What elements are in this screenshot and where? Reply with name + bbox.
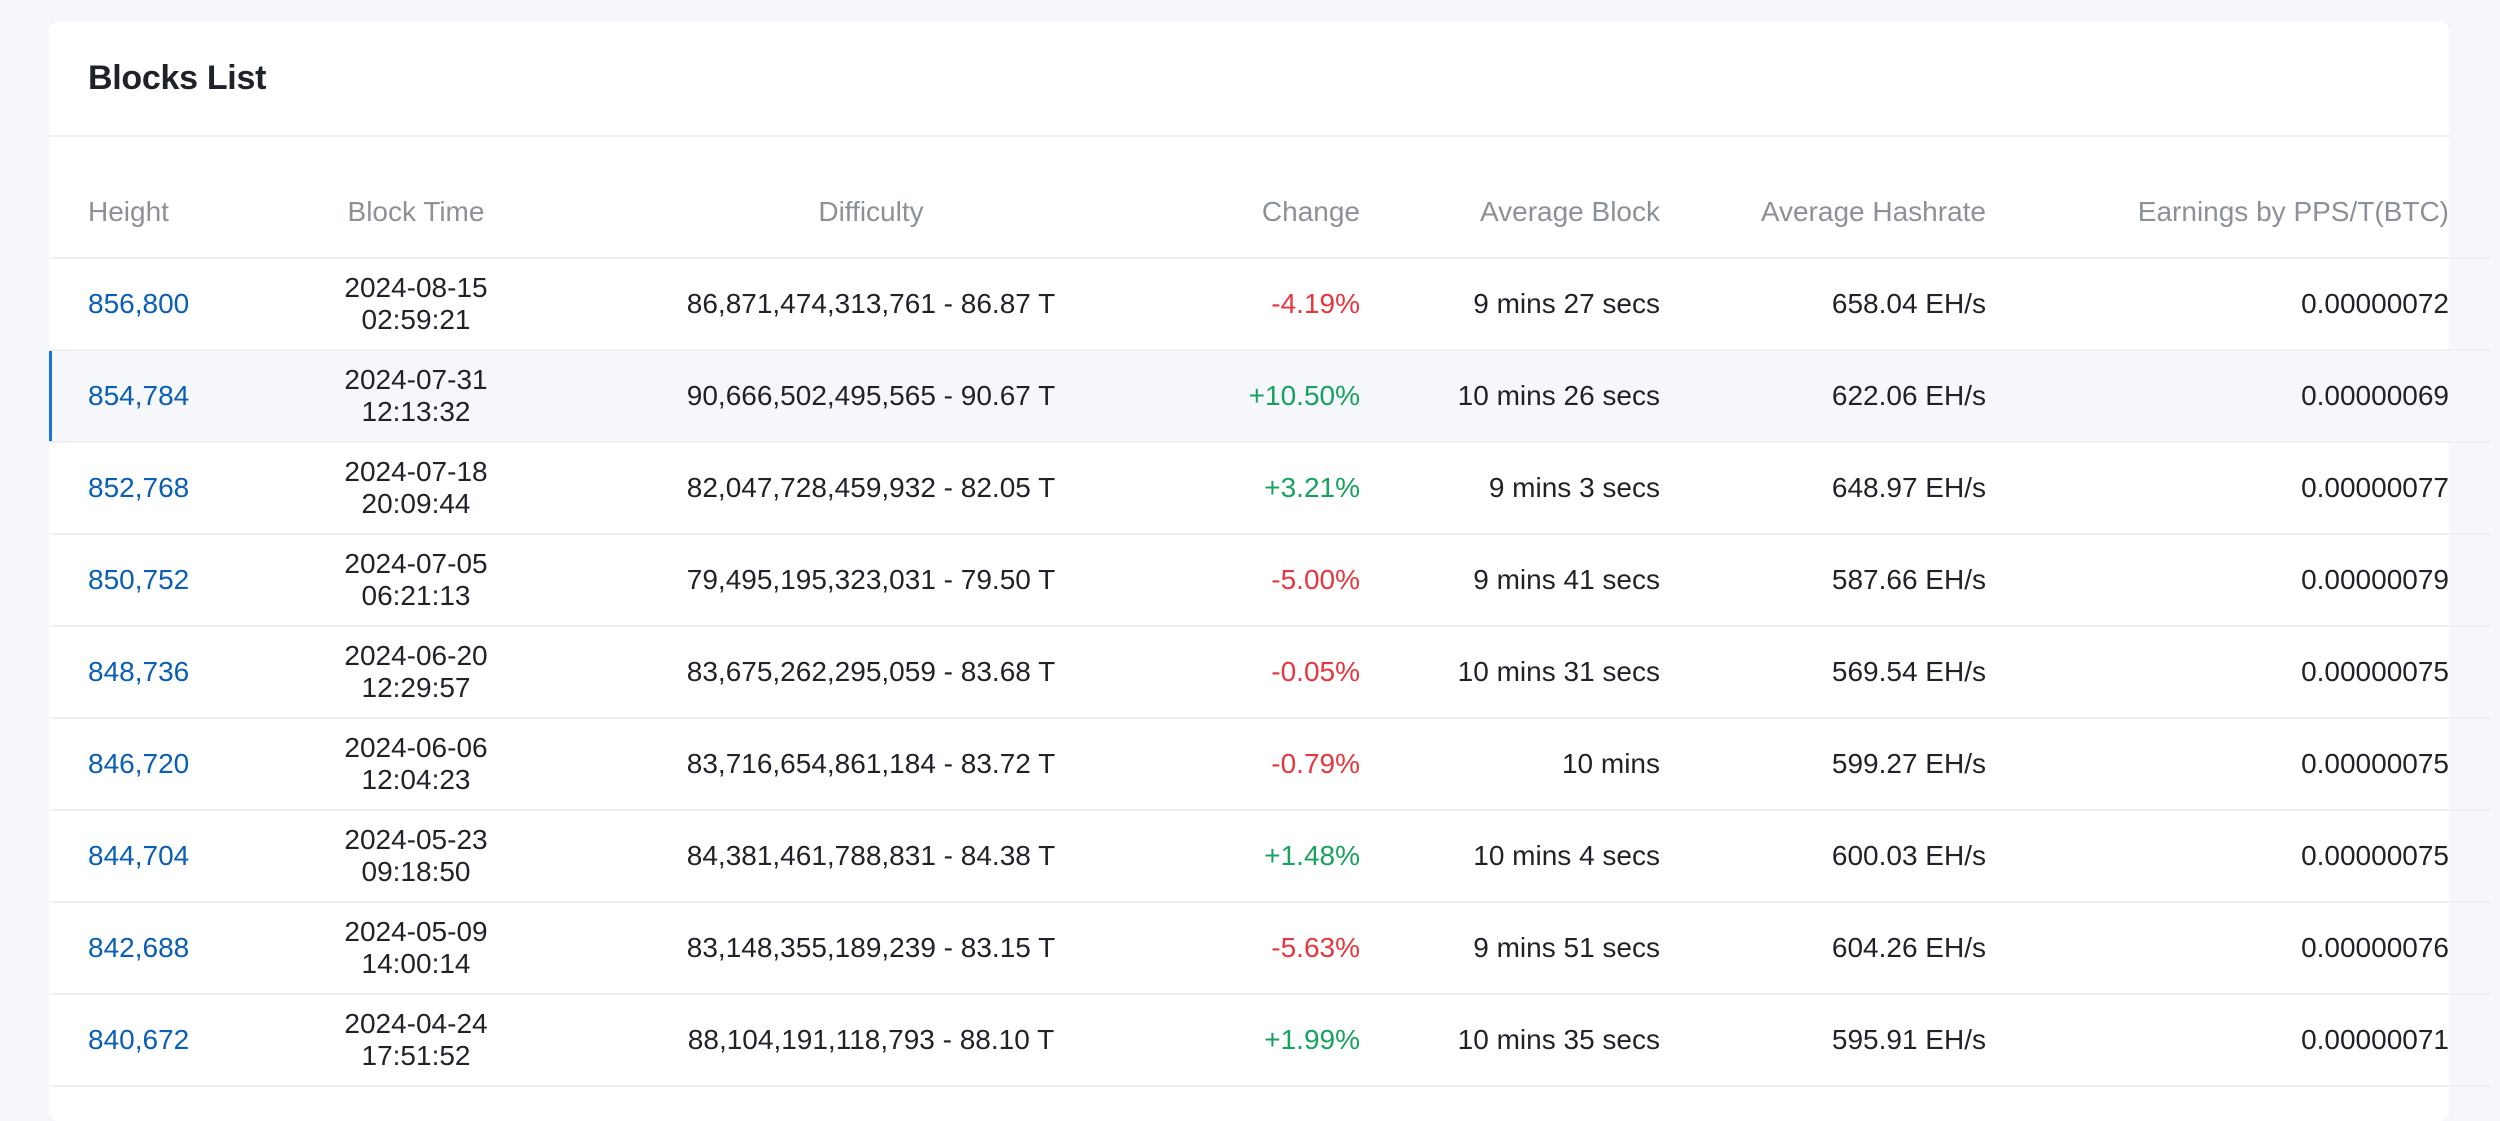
column-header-block-time: Block Time — [288, 167, 544, 259]
column-header-earnings: Earnings by PPS/T(BTC) — [1986, 167, 2490, 259]
change-cell: +3.21% — [1198, 442, 1360, 535]
average-hashrate-cell: 658.04 EH/s — [1660, 258, 1986, 351]
earnings-cell: 0.00000079 — [1986, 534, 2490, 627]
average-block-cell: 10 mins 26 secs — [1360, 350, 1660, 443]
card-header: Blocks List — [49, 21, 2449, 137]
difficulty-cell: 79,495,195,323,031 - 79.50 T — [544, 534, 1198, 627]
difficulty-cell: 83,148,355,189,239 - 83.15 T — [544, 902, 1198, 995]
average-hashrate-cell: 595.91 EH/s — [1660, 994, 1986, 1087]
change-cell: -5.00% — [1198, 534, 1360, 627]
block-height-link[interactable]: 854,784 — [88, 380, 190, 411]
average-block-cell: 10 mins — [1360, 718, 1660, 811]
height-cell: 854,784 — [49, 350, 288, 443]
table-row[interactable]: 848,736 2024-06-20 12:29:57 83,675,262,295… — [49, 626, 2490, 719]
column-header-difficulty: Difficulty — [544, 167, 1198, 259]
average-block-cell: 9 mins 3 secs — [1360, 442, 1660, 535]
difficulty-cell: 84,381,461,788,831 - 84.38 T — [544, 810, 1198, 903]
change-cell: +10.50% — [1198, 350, 1360, 443]
difficulty-cell: 88,104,191,118,793 - 88.10 T — [544, 994, 1198, 1087]
block-height-link[interactable]: 848,736 — [88, 656, 190, 687]
change-cell: -5.63% — [1198, 902, 1360, 995]
block-height-link[interactable]: 842,688 — [88, 932, 190, 963]
table-row[interactable]: 850,752 2024-07-05 06:21:13 79,495,195,323… — [49, 534, 2490, 627]
column-header-change: Change — [1198, 167, 1360, 259]
earnings-cell: 0.00000072 — [1986, 258, 2490, 351]
height-cell: 840,672 — [49, 994, 288, 1087]
table-row[interactable]: 840,672 2024-04-24 17:51:52 88,104,191,118… — [49, 994, 2490, 1087]
table-header-row: Height Block Time Difficulty Change Aver… — [49, 167, 2490, 259]
blocks-table: Height Block Time Difficulty Change Aver… — [49, 167, 2490, 1087]
difficulty-cell: 86,871,474,313,761 - 86.87 T — [544, 258, 1198, 351]
average-block-cell: 9 mins 41 secs — [1360, 534, 1660, 627]
average-block-cell: 9 mins 27 secs — [1360, 258, 1660, 351]
height-cell: 856,800 — [49, 258, 288, 351]
column-header-average-hashrate: Average Hashrate — [1660, 167, 1986, 259]
change-cell: -0.05% — [1198, 626, 1360, 719]
height-cell: 842,688 — [49, 902, 288, 995]
table-row[interactable]: 842,688 2024-05-09 14:00:14 83,148,355,189… — [49, 902, 2490, 995]
earnings-cell: 0.00000071 — [1986, 994, 2490, 1087]
earnings-cell: 0.00000075 — [1986, 626, 2490, 719]
difficulty-cell: 82,047,728,459,932 - 82.05 T — [544, 442, 1198, 535]
change-cell: +1.48% — [1198, 810, 1360, 903]
block-height-link[interactable]: 856,800 — [88, 288, 190, 319]
blocks-list-card: Blocks List Height Block Time Difficulty… — [49, 21, 2490, 1121]
block-height-link[interactable]: 844,704 — [88, 840, 190, 871]
block-time-cell: 2024-04-24 17:51:52 — [288, 994, 544, 1087]
table-row[interactable]: 844,704 2024-05-23 09:18:50 84,381,461,788… — [49, 810, 2490, 903]
block-time-cell: 2024-06-20 12:29:57 — [288, 626, 544, 719]
block-height-link[interactable]: 850,752 — [88, 564, 190, 595]
average-block-cell: 10 mins 35 secs — [1360, 994, 1660, 1087]
block-height-link[interactable]: 852,768 — [88, 472, 190, 503]
average-hashrate-cell: 648.97 EH/s — [1660, 442, 1986, 535]
height-cell: 846,720 — [49, 718, 288, 811]
block-time-cell: 2024-07-18 20:09:44 — [288, 442, 544, 535]
block-time-cell: 2024-07-31 12:13:32 — [288, 350, 544, 443]
average-hashrate-cell: 569.54 EH/s — [1660, 626, 1986, 719]
height-cell: 848,736 — [49, 626, 288, 719]
earnings-cell: 0.00000075 — [1986, 810, 2490, 903]
average-hashrate-cell: 622.06 EH/s — [1660, 350, 1986, 443]
earnings-cell: 0.00000069 — [1986, 350, 2490, 443]
block-time-cell: 2024-05-23 09:18:50 — [288, 810, 544, 903]
average-block-cell: 10 mins 4 secs — [1360, 810, 1660, 903]
table-row[interactable]: 852,768 2024-07-18 20:09:44 82,047,728,459… — [49, 442, 2490, 535]
column-header-height: Height — [49, 167, 288, 259]
column-header-average-block: Average Block — [1360, 167, 1660, 259]
block-height-link[interactable]: 846,720 — [88, 748, 190, 779]
average-hashrate-cell: 604.26 EH/s — [1660, 902, 1986, 995]
difficulty-cell: 90,666,502,495,565 - 90.67 T — [544, 350, 1198, 443]
earnings-cell: 0.00000076 — [1986, 902, 2490, 995]
block-time-cell: 2024-08-15 02:59:21 — [288, 258, 544, 351]
block-time-cell: 2024-07-05 06:21:13 — [288, 534, 544, 627]
difficulty-cell: 83,716,654,861,184 - 83.72 T — [544, 718, 1198, 811]
block-time-cell: 2024-05-09 14:00:14 — [288, 902, 544, 995]
table-row[interactable]: 846,720 2024-06-06 12:04:23 83,716,654,861… — [49, 718, 2490, 811]
change-cell: -4.19% — [1198, 258, 1360, 351]
block-time-cell: 2024-06-06 12:04:23 — [288, 718, 544, 811]
table-row[interactable]: 854,784 2024-07-31 12:13:32 90,666,502,495… — [49, 350, 2490, 443]
change-cell: +1.99% — [1198, 994, 1360, 1087]
average-hashrate-cell: 600.03 EH/s — [1660, 810, 1986, 903]
average-hashrate-cell: 599.27 EH/s — [1660, 718, 1986, 811]
height-cell: 844,704 — [49, 810, 288, 903]
earnings-cell: 0.00000075 — [1986, 718, 2490, 811]
difficulty-cell: 83,675,262,295,059 - 83.68 T — [544, 626, 1198, 719]
average-block-cell: 9 mins 51 secs — [1360, 902, 1660, 995]
earnings-cell: 0.00000077 — [1986, 442, 2490, 535]
table-row[interactable]: 856,800 2024-08-15 02:59:21 86,871,474,313… — [49, 258, 2490, 351]
block-height-link[interactable]: 840,672 — [88, 1024, 190, 1055]
change-cell: -0.79% — [1198, 718, 1360, 811]
height-cell: 852,768 — [49, 442, 288, 535]
height-cell: 850,752 — [49, 534, 288, 627]
page-title: Blocks List — [88, 58, 267, 97]
average-hashrate-cell: 587.66 EH/s — [1660, 534, 1986, 627]
average-block-cell: 10 mins 31 secs — [1360, 626, 1660, 719]
